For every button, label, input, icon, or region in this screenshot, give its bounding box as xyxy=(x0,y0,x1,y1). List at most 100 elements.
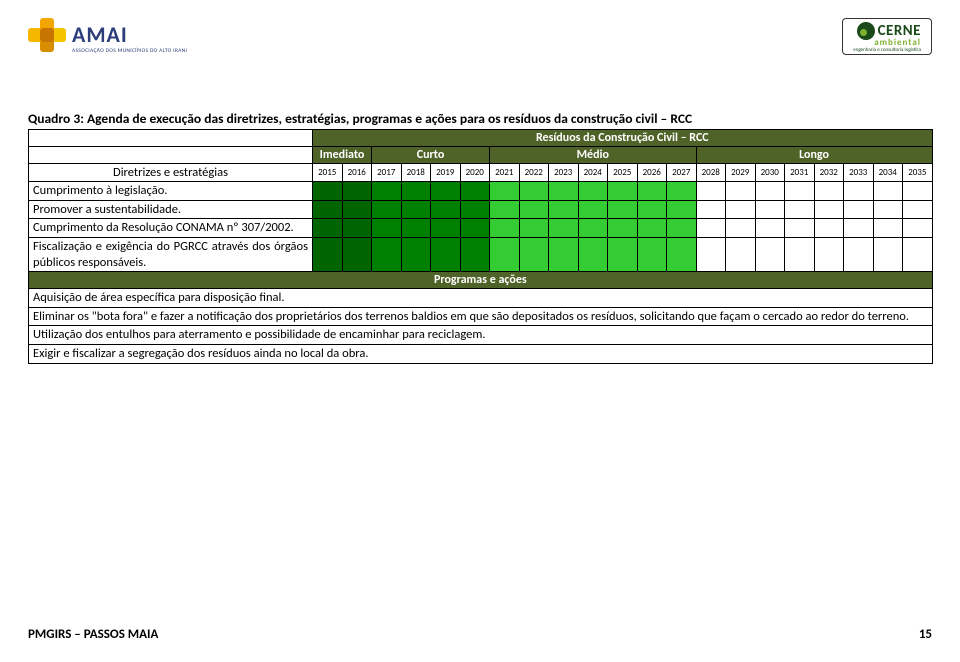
timeline-cell xyxy=(903,237,933,271)
timeline-cell xyxy=(401,219,431,238)
timeline-cell xyxy=(431,200,461,219)
timeline-cell xyxy=(903,200,933,219)
amai-sub: ASSOCIAÇÃO DOS MUNICÍPIOS DO ALTO IRANI xyxy=(72,48,187,54)
timeline-cell xyxy=(814,200,844,219)
timeline-cell xyxy=(460,219,490,238)
timeline-cell xyxy=(342,219,372,238)
timeline-cell xyxy=(519,219,549,238)
program-row: Eliminar os "bota fora" e fazer a notifi… xyxy=(29,307,933,326)
agenda-table: Resíduos da Construção Civil – RCCImedia… xyxy=(28,129,933,364)
program-row: Utilização dos entulhos para aterramento… xyxy=(29,326,933,345)
programs-header: Programas e ações xyxy=(29,272,933,289)
timeline-cell xyxy=(519,200,549,219)
year-header: 2018 xyxy=(401,164,431,182)
timeline-cell xyxy=(401,200,431,219)
timeline-cell xyxy=(637,219,667,238)
year-header: 2035 xyxy=(903,164,933,182)
timeline-cell xyxy=(637,237,667,271)
timeline-cell xyxy=(814,182,844,201)
timeline-cell xyxy=(313,237,343,271)
cerne-sub: engenharia e consultoria logística xyxy=(853,47,921,53)
year-header: 2015 xyxy=(313,164,343,182)
timeline-cell xyxy=(873,182,903,201)
timeline-cell xyxy=(873,200,903,219)
timeline-cell xyxy=(490,200,520,219)
logo-amai: AMAI ASSOCIAÇÃO DOS MUNICÍPIOS DO ALTO I… xyxy=(28,18,187,56)
amai-name: AMAI xyxy=(72,21,187,48)
timeline-cell xyxy=(667,182,697,201)
timeline-cell xyxy=(785,219,815,238)
period-header: Médio xyxy=(490,147,697,164)
timeline-cell xyxy=(903,182,933,201)
timeline-cell xyxy=(460,200,490,219)
timeline-cell xyxy=(460,182,490,201)
timeline-cell xyxy=(578,200,608,219)
year-header: 2016 xyxy=(342,164,372,182)
program-row: Aquisição de área específica para dispos… xyxy=(29,289,933,308)
timeline-cell xyxy=(431,237,461,271)
timeline-cell xyxy=(726,237,756,271)
year-header: 2017 xyxy=(372,164,402,182)
footer-page-number: 15 xyxy=(919,627,932,642)
timeline-cell xyxy=(696,200,726,219)
directives-header: Diretrizes e estratégias xyxy=(29,164,313,182)
cerne-globe-icon xyxy=(857,22,875,40)
timeline-cell xyxy=(549,200,579,219)
year-header: 2020 xyxy=(460,164,490,182)
timeline-cell xyxy=(313,182,343,201)
timeline-cell xyxy=(460,237,490,271)
timeline-cell xyxy=(608,182,638,201)
timeline-cell xyxy=(637,200,667,219)
directive-label: Cumprimento da Resolução CONAMA nº 307/2… xyxy=(29,219,313,238)
timeline-cell xyxy=(401,182,431,201)
timeline-cell xyxy=(490,237,520,271)
blank-cell xyxy=(29,130,313,147)
timeline-cell xyxy=(490,182,520,201)
year-header: 2024 xyxy=(578,164,608,182)
timeline-cell xyxy=(578,219,608,238)
period-header: Curto xyxy=(372,147,490,164)
timeline-cell xyxy=(519,237,549,271)
program-row: Exigir e fiscalizar a segregação dos res… xyxy=(29,345,933,364)
timeline-cell xyxy=(696,182,726,201)
timeline-cell xyxy=(549,182,579,201)
year-header: 2034 xyxy=(873,164,903,182)
year-header: 2019 xyxy=(431,164,461,182)
timeline-cell xyxy=(726,182,756,201)
timeline-cell xyxy=(313,200,343,219)
year-header: 2029 xyxy=(726,164,756,182)
timeline-cell xyxy=(578,182,608,201)
year-header: 2030 xyxy=(755,164,785,182)
timeline-cell xyxy=(637,182,667,201)
footer-left: PMGIRS – PASSOS MAIA xyxy=(28,627,158,642)
directive-label: Cumprimento à legislação. xyxy=(29,182,313,201)
year-header: 2032 xyxy=(814,164,844,182)
timeline-cell xyxy=(696,237,726,271)
timeline-cell xyxy=(490,219,520,238)
table-title: Quadro 3: Agenda de execução das diretri… xyxy=(28,110,932,127)
page-header: AMAI ASSOCIAÇÃO DOS MUNICÍPIOS DO ALTO I… xyxy=(28,18,932,78)
page-footer: PMGIRS – PASSOS MAIA 15 xyxy=(28,627,932,642)
timeline-cell xyxy=(873,219,903,238)
timeline-cell xyxy=(755,237,785,271)
directive-label: Fiscalização e exigência do PGRCC atravé… xyxy=(29,237,313,271)
year-header: 2021 xyxy=(490,164,520,182)
year-header: 2022 xyxy=(519,164,549,182)
timeline-cell xyxy=(844,182,874,201)
timeline-cell xyxy=(726,219,756,238)
timeline-cell xyxy=(313,219,343,238)
timeline-cell xyxy=(549,219,579,238)
timeline-cell xyxy=(372,219,402,238)
year-header: 2031 xyxy=(785,164,815,182)
timeline-cell xyxy=(785,237,815,271)
timeline-cell xyxy=(431,219,461,238)
timeline-cell xyxy=(696,219,726,238)
logo-cerne: CERNE ambiental engenharia e consultoria… xyxy=(842,18,932,55)
super-header: Resíduos da Construção Civil – RCC xyxy=(313,130,933,147)
amai-flower-icon xyxy=(28,18,66,56)
timeline-cell xyxy=(608,200,638,219)
year-header: 2026 xyxy=(637,164,667,182)
timeline-cell xyxy=(785,200,815,219)
year-header: 2033 xyxy=(844,164,874,182)
timeline-cell xyxy=(372,237,402,271)
